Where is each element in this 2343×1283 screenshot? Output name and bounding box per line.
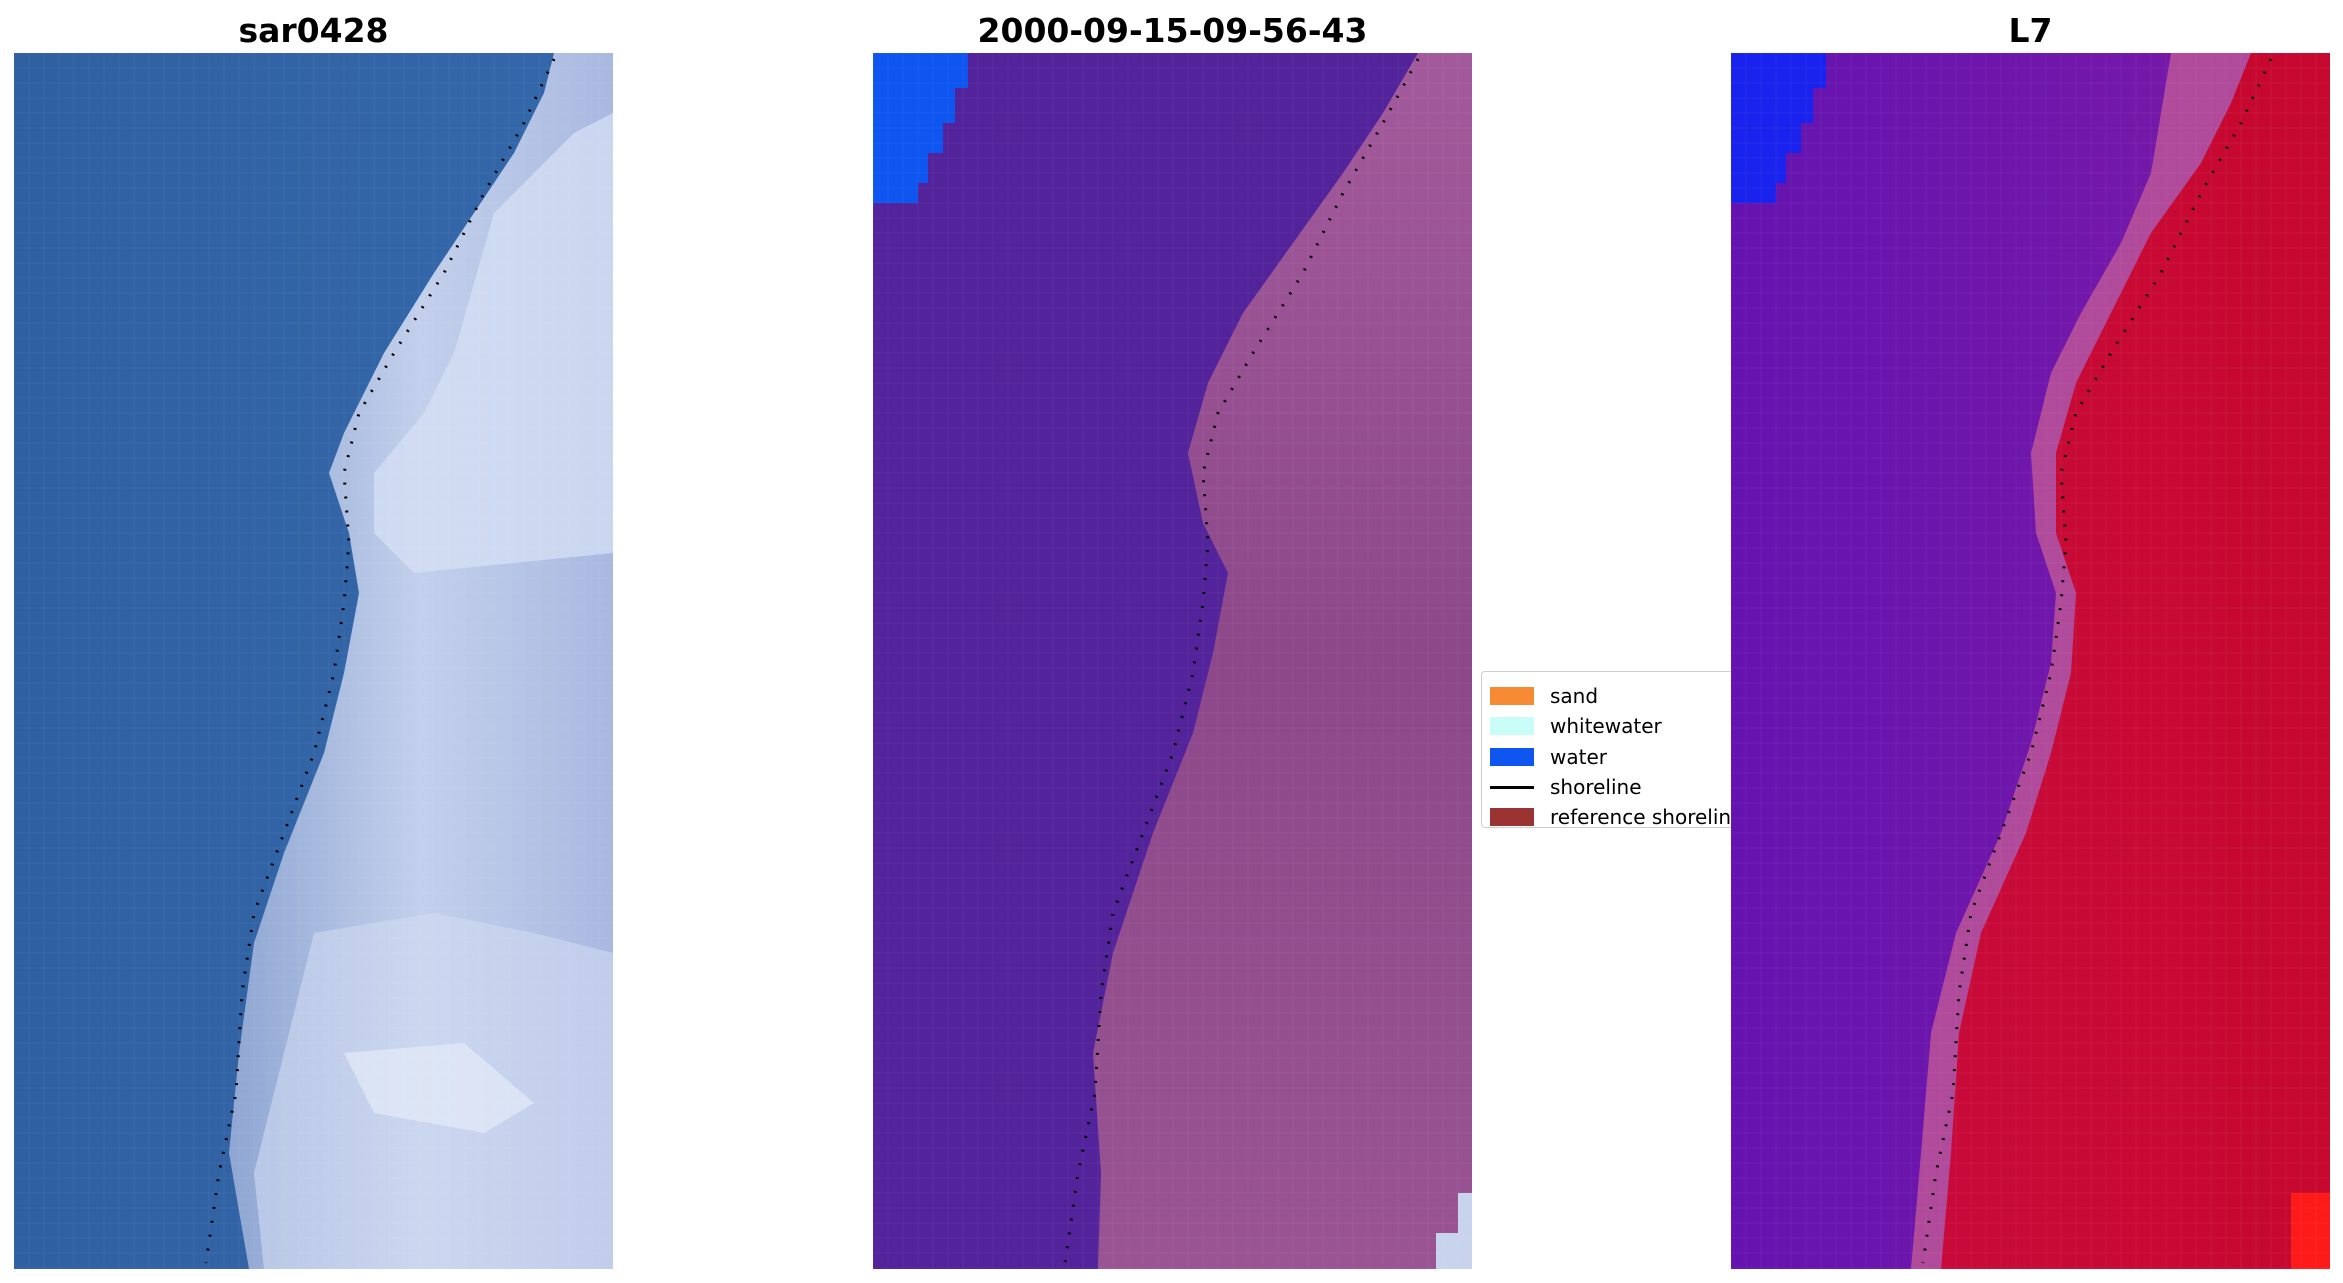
legend-item-shoreline: shoreline [1490, 772, 1642, 802]
detected-shoreline [1921, 58, 2273, 1264]
sand-swatch [1490, 687, 1534, 705]
whitewater-swatch [1490, 717, 1534, 735]
legend-item-sand: sand [1490, 681, 1598, 711]
legend-label: shoreline [1550, 775, 1642, 799]
legend-item-whitewater: whitewater [1490, 711, 1662, 741]
legend-label: water [1550, 745, 1607, 769]
legend: sand whitewater water shoreline referenc… [1481, 671, 1761, 828]
detected-shoreline [204, 58, 556, 1264]
shoreline-line-icon [1490, 785, 1534, 789]
legend-item-water: water [1490, 742, 1607, 772]
classified-image [873, 53, 1472, 1269]
rgb-satellite-image [14, 53, 613, 1269]
panel-title-rgb: sar0428 [238, 11, 389, 50]
legend-label: sand [1550, 684, 1599, 708]
panel-title-index: L7 [2008, 11, 2053, 50]
index-image [1731, 53, 2330, 1269]
reference-shoreline-swatch [1490, 808, 1534, 826]
detected-shoreline [1063, 58, 1420, 1264]
legend-item-reference-shoreline: reference shoreline [1490, 802, 1744, 828]
legend-label: whitewater [1550, 714, 1662, 738]
panel-title-date: 2000-09-15-09-56-43 [977, 11, 1368, 50]
legend-label: reference shoreline [1550, 805, 1744, 828]
water-swatch [1490, 748, 1534, 766]
